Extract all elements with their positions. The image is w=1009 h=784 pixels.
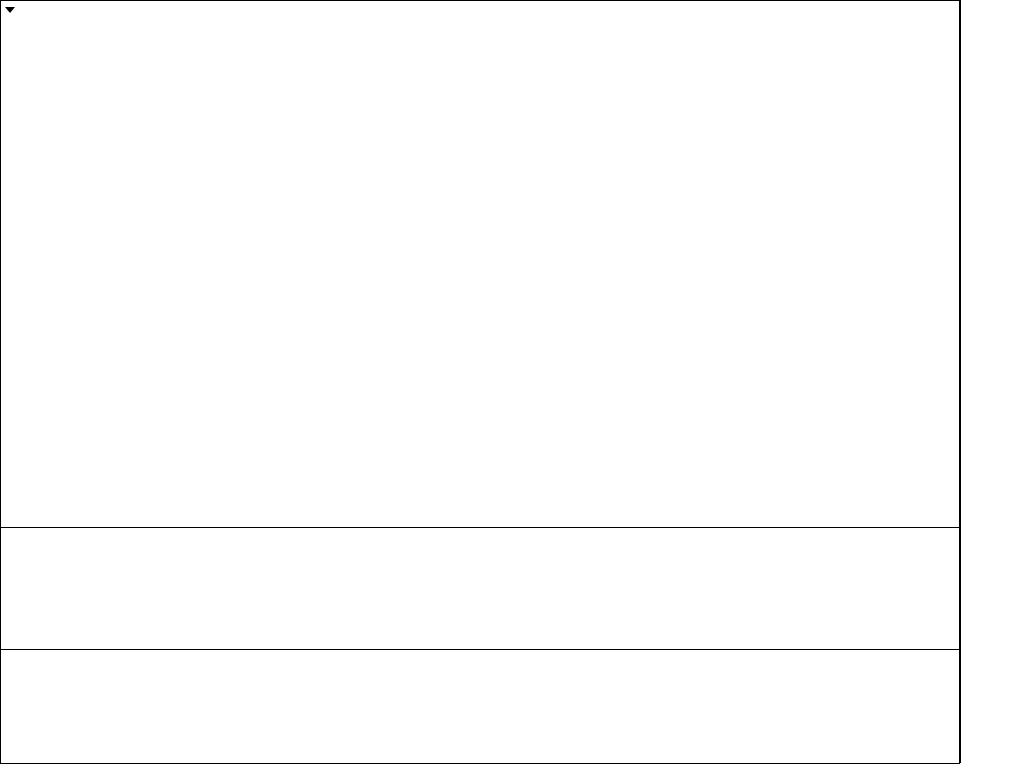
chevron-down-icon[interactable] xyxy=(5,7,15,13)
macd-scale[interactable] xyxy=(960,527,1009,649)
macd-panel[interactable] xyxy=(0,527,960,650)
stochastic-panel[interactable] xyxy=(0,649,960,764)
price-chart-panel[interactable] xyxy=(0,0,960,528)
stochastic-scale[interactable] xyxy=(960,649,1009,763)
price-scale[interactable] xyxy=(960,0,1009,527)
time-axis[interactable] xyxy=(0,763,960,784)
